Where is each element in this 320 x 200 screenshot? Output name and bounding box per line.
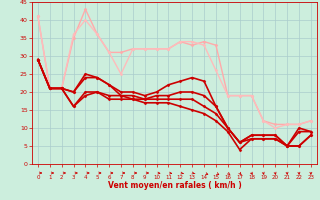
X-axis label: Vent moyen/en rafales ( km/h ): Vent moyen/en rafales ( km/h ) xyxy=(108,182,241,191)
